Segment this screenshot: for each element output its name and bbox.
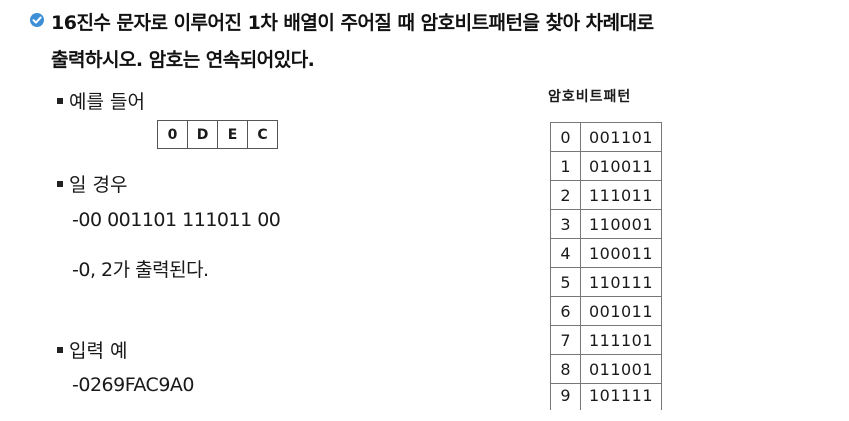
case-label: 일 경우 <box>69 174 128 196</box>
table-row: 6 001011 <box>550 296 662 326</box>
code-table-caption: 암호비트패턴 <box>548 89 632 105</box>
table-row: 4 100011 <box>550 238 662 268</box>
digit-cell: 5 <box>550 267 581 297</box>
digit-cell: 4 <box>550 238 581 268</box>
hex-cell: C <box>247 120 278 149</box>
table-row: 0 001101 <box>550 122 662 152</box>
pattern-cell: 001101 <box>580 122 662 152</box>
digit-cell: 9 <box>550 383 581 410</box>
example-output-line: -0, 2가 출력된다. <box>72 259 209 281</box>
pattern-cell: 011001 <box>580 354 662 384</box>
digit-cell: 1 <box>550 151 581 181</box>
bullet-icon <box>57 346 63 353</box>
digit-cell: 2 <box>550 180 581 210</box>
pattern-cell: 001011 <box>580 296 662 326</box>
example-hex-row: 0 D E C <box>157 120 278 149</box>
example-label-row: 예를 들어 <box>57 87 145 114</box>
case-label-row: 일 경우 <box>57 170 127 197</box>
example-label: 예를 들어 <box>69 91 145 113</box>
digit-cell: 8 <box>550 354 581 384</box>
table-row: 3 110001 <box>550 209 662 239</box>
input-example-value: -0269FAC9A0 <box>72 374 195 396</box>
hex-cell: D <box>187 120 218 149</box>
pattern-cell: 110111 <box>580 267 662 297</box>
digit-cell: 7 <box>550 325 581 355</box>
example-hex-array: 0 D E C <box>157 120 278 149</box>
pattern-cell: 110001 <box>580 209 662 239</box>
input-example-label: 입력 예 <box>69 340 128 362</box>
check-circle-icon <box>30 13 44 27</box>
bullet-icon <box>57 97 63 104</box>
bullet-icon <box>57 180 63 187</box>
pattern-cell: 010011 <box>580 151 662 181</box>
problem-heading-line-1: 16진수 문자로 이루어진 1차 배열이 주어질 때 암호비트패턴을 찾아 차례… <box>51 12 654 34</box>
pattern-cell: 101111 <box>580 383 662 410</box>
table-row: 9 101111 <box>550 383 662 410</box>
input-example-label-row: 입력 예 <box>57 336 127 363</box>
pattern-cell: 111011 <box>580 180 662 210</box>
code-pattern-table: 0 001101 1 010011 2 111011 3 110001 4 100011 … <box>550 122 662 410</box>
problem-heading-line-2: 출력하시오. 암호는 연속되어있다. <box>51 49 315 71</box>
hex-cell: E <box>217 120 248 149</box>
pattern-cell: 100011 <box>580 238 662 268</box>
table-row: 2 111011 <box>550 180 662 210</box>
digit-cell: 3 <box>550 209 581 239</box>
table-row: 8 011001 <box>550 354 662 384</box>
table-row: 7 111101 <box>550 325 662 355</box>
table-row: 1 010011 <box>550 151 662 181</box>
pattern-cell: 111101 <box>580 325 662 355</box>
binary-expansion-line: -00 001101 111011 00 <box>72 209 281 231</box>
digit-cell: 6 <box>550 296 581 326</box>
digit-cell: 0 <box>550 122 581 152</box>
table-row: 5 110111 <box>550 267 662 297</box>
hex-cell: 0 <box>157 120 188 149</box>
